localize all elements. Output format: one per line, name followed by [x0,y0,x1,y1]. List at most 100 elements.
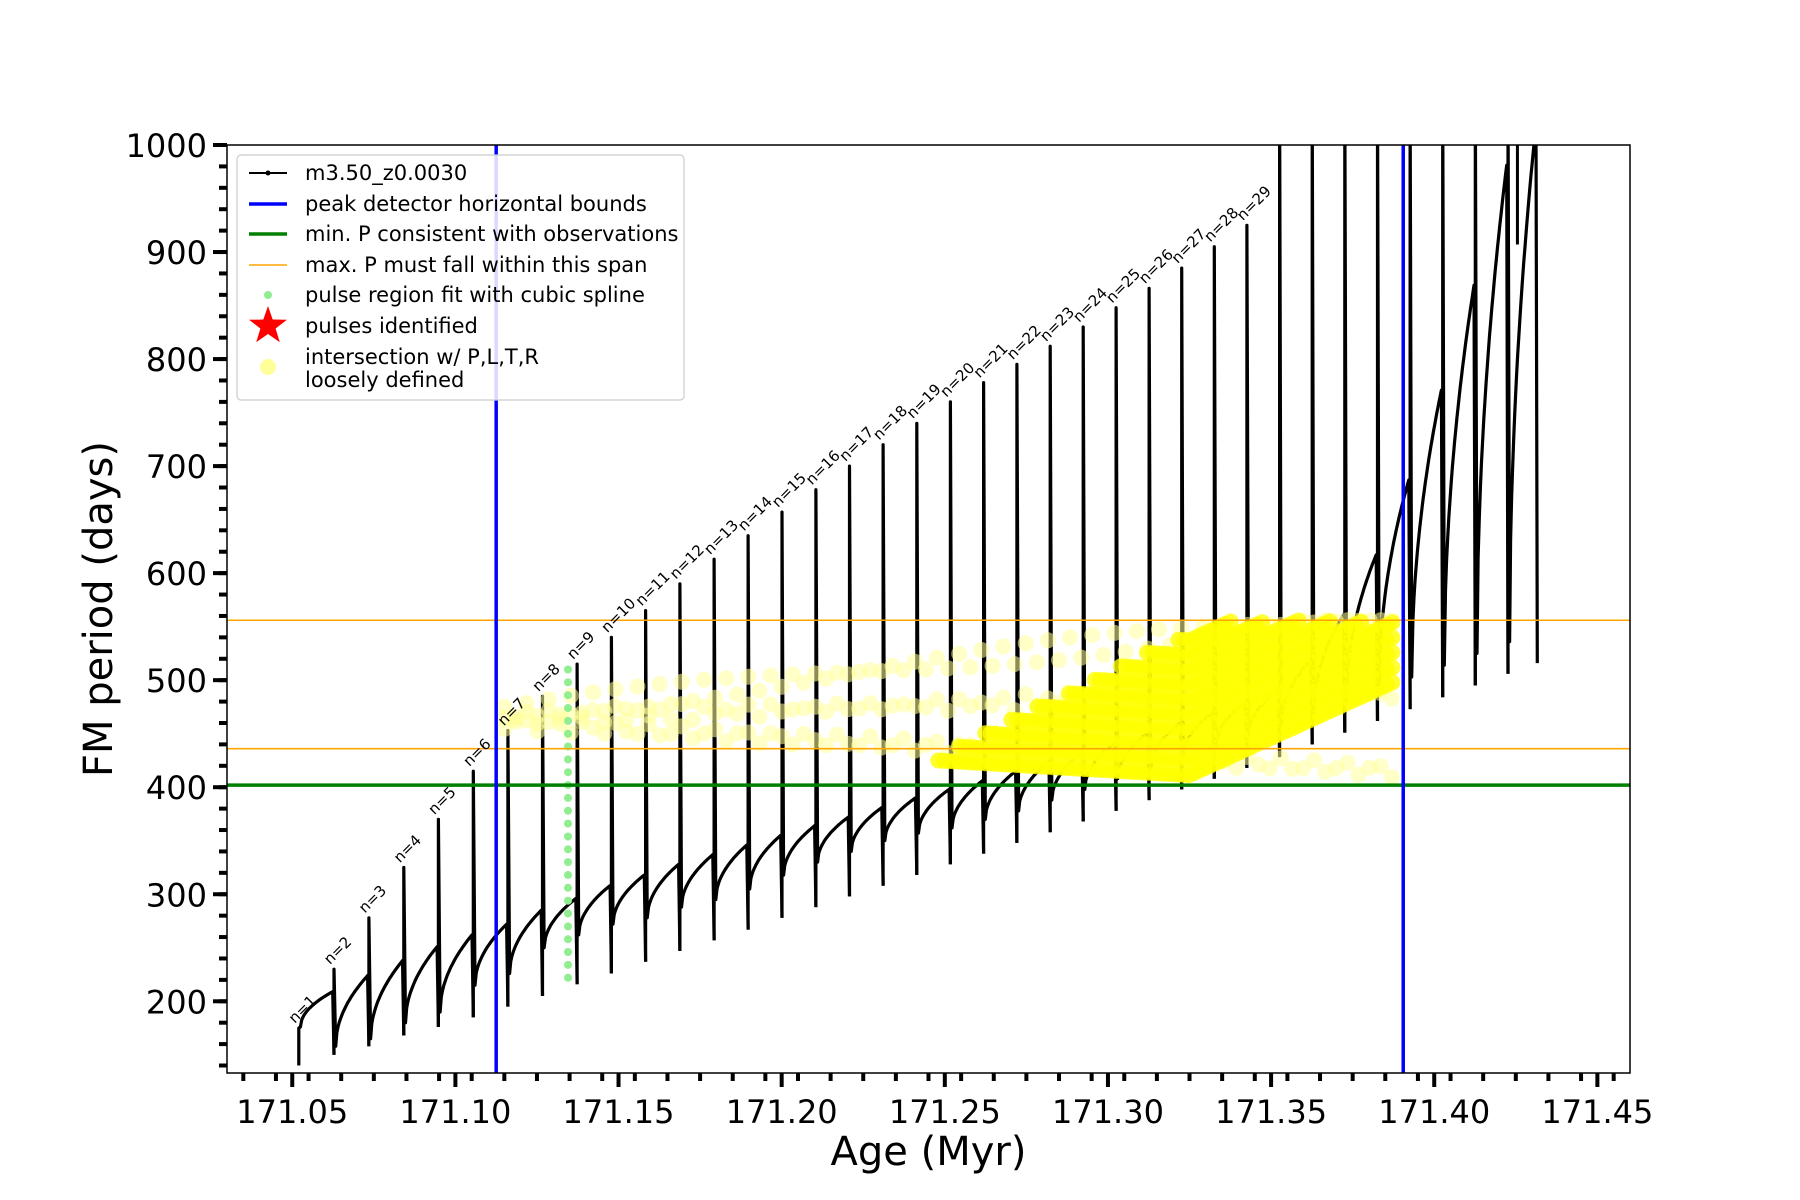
pulse-curve [847,464,885,897]
intersection-point [1384,674,1401,691]
pulse-curve [436,817,475,1027]
intersection-point [962,659,979,676]
intersection-point [940,660,957,677]
y-tick-label: 300 [146,876,207,914]
pulse-curve [402,865,440,1036]
pulse-curve [506,728,545,1007]
pulse-curve [1441,145,1477,698]
intersection-point [1084,627,1101,643]
y-tick-label: 600 [146,555,207,593]
intersection-point [773,728,790,745]
intersection-point [1106,624,1123,641]
intersection-point [995,689,1012,706]
intersection-point [684,711,701,728]
y-tick-label: 800 [146,341,207,379]
intersection-point [1017,635,1034,652]
legend-entry-label: pulses identified [305,314,478,338]
intersection-point [707,689,724,706]
pulse-number-label: n=22 [1003,321,1045,363]
intersection-point [740,724,757,741]
pulse-curve [609,635,648,974]
x-axis-label: Age (Myr) [831,1129,1027,1175]
intersection-point [795,674,812,691]
intersection-point [951,645,968,662]
legend-entry-label: max. P must fall within this span [305,253,647,277]
intersection-point [1384,629,1401,646]
x-tick-label: 171.35 [1215,1093,1327,1131]
intersection-point [1383,690,1400,707]
star-icon [249,306,287,343]
intersection-point [1339,754,1356,771]
intersection-point [618,712,635,729]
intersection-point [751,708,768,725]
pulse-curve [814,488,852,908]
intersection-point [917,699,934,716]
reference-lines-layer [227,145,1630,1073]
spline-point [564,909,572,918]
intersection-point [917,661,934,678]
intersection-point [895,662,912,679]
spline-point [564,691,572,700]
intersection-point [1039,632,1056,649]
spline-point [564,755,572,764]
x-tick-label: 171.45 [1541,1093,1653,1131]
intersection-point [995,638,1012,655]
intersection-point [1372,758,1389,775]
intersection-point [740,668,757,685]
y-tick-label: 900 [146,234,207,272]
spline-point [564,768,572,777]
intersection-point [1073,649,1090,666]
intersection-point [662,696,679,712]
intersection-point [729,705,746,722]
intersection-point [1128,623,1145,639]
intersection-point [718,670,735,687]
y-tick-label: 400 [146,769,207,807]
intersection-point [751,735,768,752]
intersection-point [751,682,768,699]
y-tick-label: 200 [146,983,207,1021]
intersection-point [729,686,746,703]
intersection-point [929,733,945,750]
intersection-point [1051,652,1067,669]
intersection-point [1006,656,1023,673]
spline-point [564,704,572,712]
legend-entry-label: peak detector horizontal bounds [305,192,647,216]
spline-point [564,716,572,725]
x-tick-label: 171.20 [726,1093,838,1131]
legend-entry-label: m3.50_z0.0030 [305,161,467,186]
pulse-number-label: n=8 [529,660,564,695]
intersection-point [1306,752,1323,769]
pulse-curve [367,916,406,1047]
x-tick-label: 171.05 [236,1093,348,1131]
intersection-point [1272,750,1289,767]
spline-point [564,819,572,828]
intersection-point [973,642,990,658]
spline-point [564,935,572,944]
pulse-curve [1408,145,1445,710]
spline-point [564,845,572,854]
intersection-point [940,702,957,719]
pulse-number-label: n=11 [632,568,674,610]
intersection-point [762,667,779,684]
intersection-point [1384,614,1401,631]
intersection-point [718,733,735,750]
intersection-point [906,653,923,670]
intersection-point [784,666,801,683]
spline-point [564,922,572,931]
intersection-point [740,696,757,713]
pulse-number-label: n=21 [970,340,1012,382]
pulse-number-label: n=29 [1233,182,1275,224]
legend-swatch-circle [260,359,276,375]
intersection-point [984,657,1001,674]
intersection-point [607,681,624,698]
pulse-curve [297,990,336,1066]
intersection-point [929,649,945,666]
spline-point [564,678,572,687]
y-tick-label: 1000 [126,127,207,165]
intersection-point [1295,760,1312,777]
intersection-point [496,699,513,715]
pulse-curve [575,662,613,985]
intersection-point [1095,646,1112,663]
x-tick-label: 171.15 [563,1093,675,1131]
